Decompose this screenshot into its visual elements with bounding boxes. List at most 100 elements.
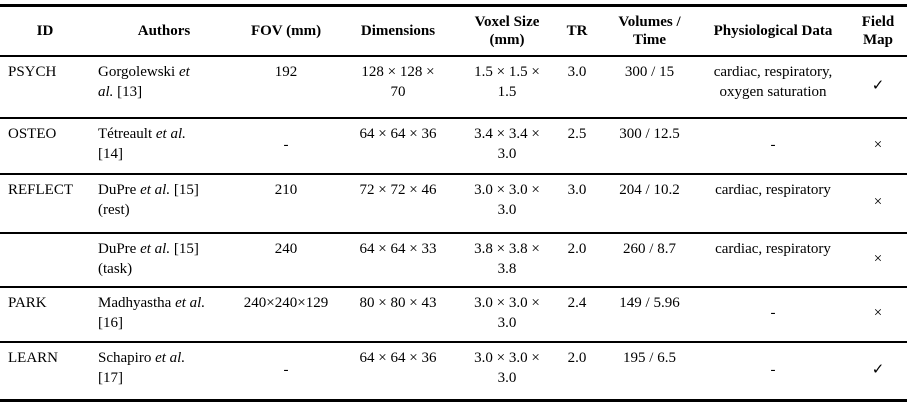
cell-volumes-time: 204 / 10.2 <box>602 174 697 234</box>
cell-authors: Schapiro et al. [17] <box>90 342 238 400</box>
cross-icon: × <box>873 250 883 267</box>
column-header-fov: FOV (mm) <box>238 5 334 57</box>
check-icon: ✓ <box>871 361 885 378</box>
check-icon: ✓ <box>871 77 885 94</box>
cell-field-map: × <box>849 287 907 343</box>
author-text: [16] <box>98 315 123 332</box>
cell-voxel-size: 3.0 × 3.0 × 3.0 <box>462 174 552 234</box>
cell-tr: 3.0 <box>552 56 602 119</box>
author-text: Gorgolewski <box>98 64 179 80</box>
empty-value: - <box>770 361 776 378</box>
cell-fov: 240 <box>238 233 334 288</box>
cell-physiological-data: cardiac, respiratory <box>697 174 849 234</box>
cell-tr: 3.0 <box>552 174 602 234</box>
cell-dimensions: 64 × 64 × 36 <box>334 118 462 175</box>
author-text: [13] <box>113 84 143 101</box>
column-header-field-map: Field Map <box>849 5 907 57</box>
table-row: OSTEO Tétreault et al. [14] -64 × 64 × 36 3… <box>0 118 907 175</box>
column-header-authors: Authors <box>90 5 238 57</box>
et-al-text: et al. <box>140 182 171 198</box>
author-text: [14] <box>98 146 123 163</box>
table-row: PSYCH Gorgolewski et al. [13] 192 128 × 128… <box>0 56 907 119</box>
cross-icon: × <box>873 194 883 211</box>
author-text: Madhyastha <box>98 295 176 311</box>
cell-volumes-time: 300 / 15 <box>602 56 697 119</box>
cell-field-map: × <box>849 233 907 288</box>
author-text: Schapiro <box>98 350 156 366</box>
cell-authors: Tétreault et al. [14] <box>90 118 238 175</box>
cross-icon: × <box>873 305 883 322</box>
author-text: DuPre <box>98 182 141 198</box>
cell-dimensions: 72 × 72 × 46 <box>334 174 462 234</box>
empty-value: - <box>770 136 776 153</box>
empty-value: - <box>283 136 289 153</box>
cell-authors: DuPre et al. [15] (rest) <box>90 174 238 234</box>
et-al-text: et al. <box>155 126 186 142</box>
dataset-parameters-table: ID Authors FOV (mm) Dimensions Voxel Size (m… <box>0 4 907 402</box>
column-header-voxel-size: Voxel Size (mm) <box>462 5 552 57</box>
cell-tr: 2.0 <box>567 350 587 366</box>
et-al-text: et al. <box>98 64 190 101</box>
column-header-tr: TR <box>552 5 602 57</box>
author-text: Tétreault <box>98 126 156 142</box>
author-text: [17] <box>98 370 123 387</box>
cell-authors: DuPre et al. [15] (task) <box>90 233 238 288</box>
empty-value: - <box>283 361 289 378</box>
cell-physiological-data: - <box>697 118 849 175</box>
cell-id: OSTEO <box>0 118 90 175</box>
cell-field-map: ✓ <box>849 56 907 119</box>
cell-voxel-size: 3.8 × 3.8 × 3.8 <box>462 233 552 288</box>
empty-value: - <box>770 305 776 322</box>
table-row: DuPre et al. [15] (task) 240 64 × 64 × 33 3… <box>0 233 907 288</box>
cell-authors: Gorgolewski et al. [13] <box>90 56 238 119</box>
cell-tr: 2.5 <box>552 118 602 175</box>
cell-id: LEARN <box>8 350 58 366</box>
cell-id: PSYCH <box>0 56 90 119</box>
et-al-text: et al. <box>175 295 206 311</box>
column-header-volumes-time: Volumes / Time <box>602 5 697 57</box>
table-row: REFLECT DuPre et al. [15] (rest) 210 72 × 7… <box>0 174 907 234</box>
cell-id <box>0 233 90 288</box>
cell-volumes-time: 149 / 5.96 <box>602 287 697 343</box>
cell-fov: 192 <box>238 56 334 119</box>
column-header-dimensions: Dimensions <box>334 5 462 57</box>
column-header-physiological-data: Physiological Data <box>697 5 849 57</box>
et-al-text: et al. <box>140 241 171 257</box>
cell-tr: 2.0 <box>552 233 602 288</box>
cell-fov: 240×240×129 <box>238 287 334 343</box>
cell-voxel-size: 3.4 × 3.4 × 3.0 <box>462 118 552 175</box>
cell-dimensions: 64 × 64 × 33 <box>334 233 462 288</box>
cell-voxel-size: 1.5 × 1.5 × 1.5 <box>462 56 552 119</box>
author-text: [15] (task) <box>98 241 199 278</box>
cell-dimensions: 80 × 80 × 43 <box>334 287 462 343</box>
cell-field-map: ✓ <box>849 342 907 400</box>
author-text: DuPre <box>98 241 141 257</box>
cell-authors: Madhyastha et al. [16] <box>90 287 238 343</box>
cross-icon: × <box>873 136 883 153</box>
cell-fov: 210 <box>238 174 334 234</box>
author-text: [15] (rest) <box>98 182 199 219</box>
table-header-row: ID Authors FOV (mm) Dimensions Voxel Size (m… <box>0 5 907 57</box>
cell-physiological-data: - <box>697 287 849 343</box>
cell-id: REFLECT <box>0 174 90 234</box>
cell-field-map: × <box>849 118 907 175</box>
paper-table-figure: ID Authors FOV (mm) Dimensions Voxel Size (m… <box>0 4 907 402</box>
cell-id: PARK <box>0 287 90 343</box>
cell-tr: 2.4 <box>552 287 602 343</box>
cell-field-map: × <box>849 174 907 234</box>
cell-volumes-time: 300 / 12.5 <box>602 118 697 175</box>
cell-volumes-time: 195 / 6.5 <box>623 350 676 366</box>
cell-physiological-data: cardiac, respiratory, oxygen saturation <box>697 56 849 119</box>
cell-volumes-time: 260 / 8.7 <box>602 233 697 288</box>
cell-physiological-data: cardiac, respiratory <box>697 233 849 288</box>
table-row: LEARN Schapiro et al. [17] - 64 × 64 × 36 3.… <box>0 342 907 400</box>
cell-dimensions: 128 × 128 × 70 <box>334 56 462 119</box>
cell-voxel-size: 3.0 × 3.0 × 3.0 <box>462 287 552 343</box>
cell-fov: - <box>238 342 334 400</box>
table-row: PARK Madhyastha et al. [16] 240×240×129 80 … <box>0 287 907 343</box>
cell-fov: - <box>238 118 334 175</box>
et-al-text: et al. <box>155 350 186 366</box>
cell-dimensions: 64 × 64 × 36 <box>359 350 437 366</box>
column-header-id: ID <box>0 5 90 57</box>
cell-physiological-data: - <box>697 342 849 400</box>
